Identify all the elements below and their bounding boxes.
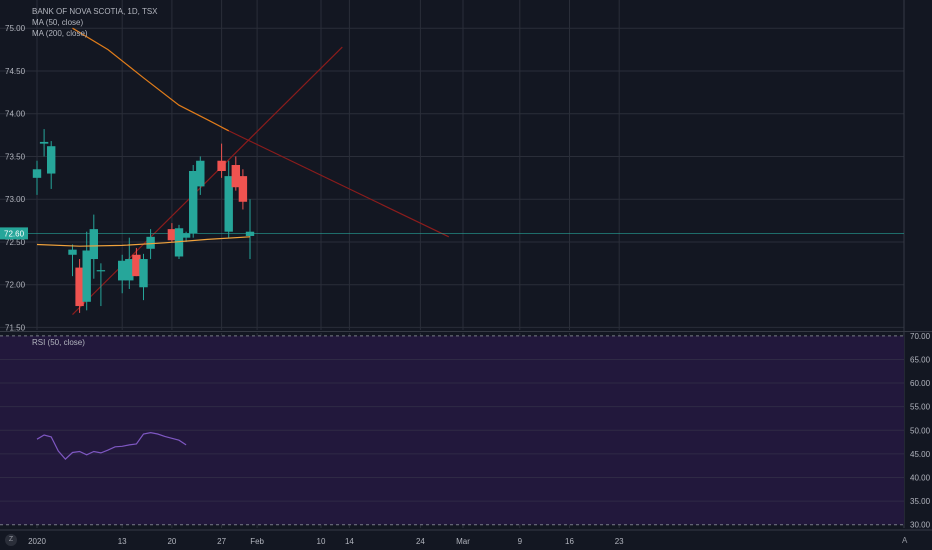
- rsi-line[interactable]: [36, 431, 187, 460]
- price-tick-label: 71.50: [5, 323, 26, 332]
- candle-body: [132, 254, 141, 277]
- last-price-label: 72.60: [4, 229, 25, 238]
- candle[interactable]: [82, 231, 91, 311]
- candle[interactable]: [139, 253, 148, 301]
- candle[interactable]: [68, 244, 77, 277]
- candle[interactable]: [32, 160, 42, 195]
- trendline[interactable]: [72, 46, 343, 316]
- price-pane[interactable]: 71.50 72.00 72.50 73.00 73.50 74.00 74.50 75.00…: [0, 0, 932, 528]
- rsi-tick-label: 65.00: [910, 355, 931, 364]
- trendline[interactable]: [221, 126, 450, 238]
- candle-body: [231, 165, 240, 188]
- x-tick-label: Feb: [250, 537, 264, 546]
- candle-body: [118, 260, 127, 281]
- candle-body: [82, 250, 91, 302]
- candle-body: [217, 160, 226, 171]
- price-tick-label: 74.00: [5, 110, 26, 119]
- candle-body: [189, 170, 198, 234]
- ma200-line[interactable]: [72, 27, 229, 132]
- candle-body: [139, 259, 148, 288]
- candle[interactable]: [89, 214, 98, 279]
- candle[interactable]: [47, 141, 56, 189]
- x-tick-label: 24: [416, 537, 425, 546]
- rsi-tick-label: 55.00: [910, 403, 931, 412]
- price-tick-label: 72.00: [5, 281, 26, 290]
- candle-body: [238, 176, 248, 202]
- candle-body: [68, 249, 77, 255]
- candle-body: [32, 169, 42, 178]
- candle[interactable]: [96, 263, 106, 307]
- candle[interactable]: [196, 156, 205, 195]
- x-tick-label: 13: [118, 537, 127, 546]
- rsi-tick-label: 30.00: [910, 521, 931, 530]
- x-axis[interactable]: 2020 13 20 27 Feb 10 14 24 Mar 9 16 23: [28, 537, 624, 546]
- x-tick-label: 20: [167, 537, 176, 546]
- ma50-line[interactable]: [36, 236, 251, 247]
- candle-body: [39, 141, 49, 144]
- candle[interactable]: [39, 129, 49, 157]
- last-price-badge: [0, 227, 28, 240]
- candle-body: [181, 233, 191, 238]
- candle-body: [146, 236, 155, 249]
- candle[interactable]: [189, 165, 198, 238]
- candle-body: [89, 229, 98, 260]
- rsi-tick-label: 70.00: [910, 332, 931, 341]
- candle[interactable]: [217, 143, 226, 178]
- price-tick-label: 74.50: [5, 67, 26, 76]
- candle[interactable]: [132, 247, 141, 277]
- x-tick-label: 16: [565, 537, 574, 546]
- ma50-legend[interactable]: MA (50, close): [32, 18, 84, 27]
- chart-legend: BANK OF NOVA SCOTIA, 1D, TSX MA (50, clo…: [32, 6, 158, 39]
- rsi-tick-label: 60.00: [910, 379, 931, 388]
- candle[interactable]: [238, 169, 248, 210]
- rsi-tick-label: 45.00: [910, 450, 931, 459]
- auto-scale-button[interactable]: A: [902, 536, 908, 545]
- x-tick-label: 9: [518, 537, 523, 546]
- x-tick-label: 2020: [28, 537, 46, 546]
- candle-body: [125, 259, 134, 281]
- ma200-legend[interactable]: MA (200, close): [32, 29, 88, 38]
- candle-body: [174, 228, 184, 257]
- zoom-button[interactable]: Z: [5, 534, 17, 546]
- candle[interactable]: [75, 259, 84, 313]
- price-tick-label: 72.50: [5, 238, 26, 247]
- price-tick-label: 73.50: [5, 152, 26, 161]
- rsi-tick-label: 50.00: [910, 426, 931, 435]
- candle[interactable]: [167, 223, 177, 242]
- chart-title: BANK OF NOVA SCOTIA, 1D, TSX: [32, 7, 158, 16]
- candle-body: [245, 231, 255, 236]
- candle[interactable]: [224, 160, 233, 238]
- candle[interactable]: [231, 156, 240, 191]
- rsi-legend[interactable]: RSI (50, close): [32, 338, 85, 347]
- x-tick-label: 27: [217, 537, 226, 546]
- x-tick-label: 23: [615, 537, 624, 546]
- candle-body: [75, 267, 84, 307]
- rsi-tick-label: 35.00: [910, 497, 931, 506]
- x-tick-label: 10: [317, 537, 326, 546]
- candle[interactable]: [118, 254, 127, 294]
- price-tick-label: 73.00: [5, 195, 26, 204]
- candle[interactable]: [125, 237, 134, 289]
- candle[interactable]: [245, 199, 255, 260]
- x-tick-label: Mar: [456, 537, 470, 546]
- price-tick-label: 75.00: [5, 24, 26, 33]
- candle-body: [96, 270, 106, 272]
- candle-body: [196, 160, 205, 187]
- candle[interactable]: [181, 231, 191, 242]
- rsi-pane[interactable]: 30.00 35.00 40.00 45.00 50.00 55.00 60.00 65.00…: [0, 332, 932, 531]
- candle-body: [224, 176, 233, 232]
- candle-body: [167, 229, 177, 241]
- rsi-tick-label: 40.00: [910, 473, 931, 482]
- x-tick-label: 14: [345, 537, 354, 546]
- candle-body: [47, 146, 56, 174]
